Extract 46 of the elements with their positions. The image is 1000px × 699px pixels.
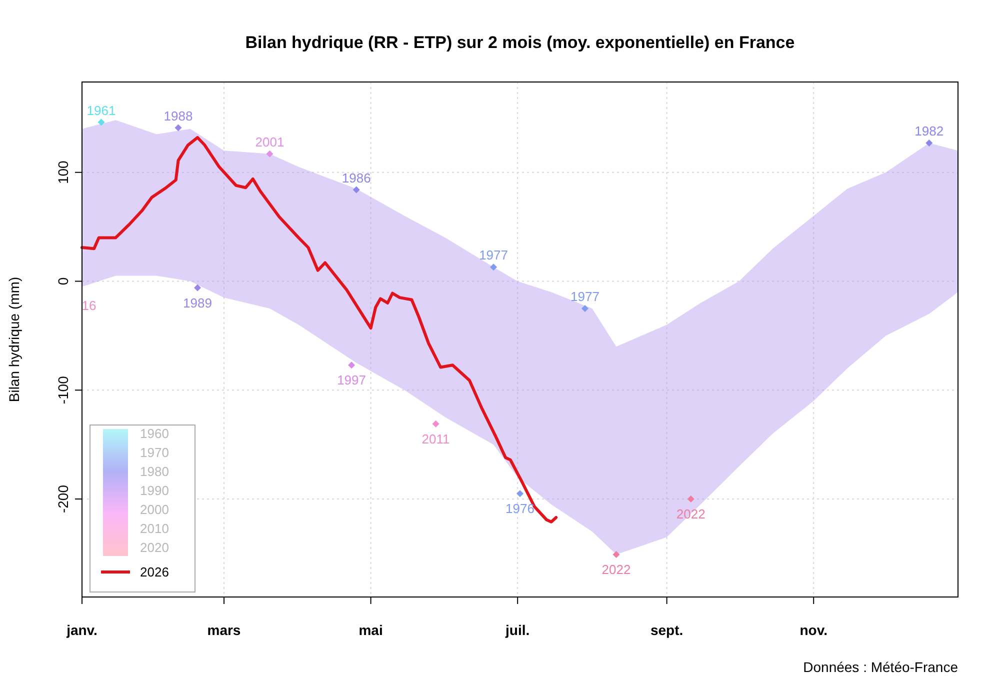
annotation: 2001: [255, 134, 284, 150]
y-axis-title: Bilan hydrique (mm): [6, 276, 22, 402]
point: [687, 496, 694, 503]
point: [581, 304, 588, 312]
point: [490, 264, 498, 271]
point: [516, 490, 524, 498]
y-tick-label: 0: [55, 277, 71, 286]
x-tick-label: juil.: [504, 622, 530, 638]
chart-title: Bilan hydrique (RR - ETP) sur 2 mois (moy. exponentielle) en France: [245, 33, 795, 52]
point: [352, 186, 360, 194]
x-tick-label: sept.: [650, 622, 684, 638]
annotation: 2022: [676, 506, 706, 522]
x-tick-label: janv.: [66, 622, 98, 638]
annotation: 2011: [422, 431, 450, 446]
x-tick-label: mai: [358, 622, 383, 638]
point: [266, 150, 274, 158]
annotation: 1990: [140, 483, 169, 498]
annotation: 1989: [183, 295, 212, 310]
annotation: 2000: [140, 502, 169, 517]
point: [612, 551, 620, 558]
annotation: 2010: [140, 521, 169, 536]
annotation: 1977: [479, 248, 508, 263]
annotation: 1982: [914, 124, 944, 139]
x-tick-label: nov.: [800, 622, 828, 638]
annotation: 1961: [86, 102, 116, 118]
annotation: 1970: [140, 445, 169, 460]
annotation: 1976: [506, 501, 534, 516]
annotation: 1960: [140, 426, 169, 441]
line-series: [80, 136, 558, 524]
annotation: 1980: [140, 464, 169, 479]
point: [348, 362, 356, 369]
text: Données : Météo-France: [803, 659, 958, 675]
annotation: 2022: [602, 562, 631, 578]
annotation: 2020: [140, 540, 169, 555]
point: [432, 420, 440, 428]
y-tick-label: 100: [55, 160, 71, 184]
legend-label: 2026: [140, 564, 169, 580]
annotation: 1977: [570, 289, 600, 304]
annotation: 1986: [342, 170, 371, 186]
y-tick-label: -200: [55, 484, 71, 514]
annotation: 1988: [164, 108, 193, 124]
y-tick-label: -100: [55, 376, 71, 404]
annotation: 16: [82, 298, 96, 313]
annotation: 1997: [337, 372, 366, 388]
point: [926, 139, 933, 146]
x-tick-label: mars: [207, 622, 241, 638]
